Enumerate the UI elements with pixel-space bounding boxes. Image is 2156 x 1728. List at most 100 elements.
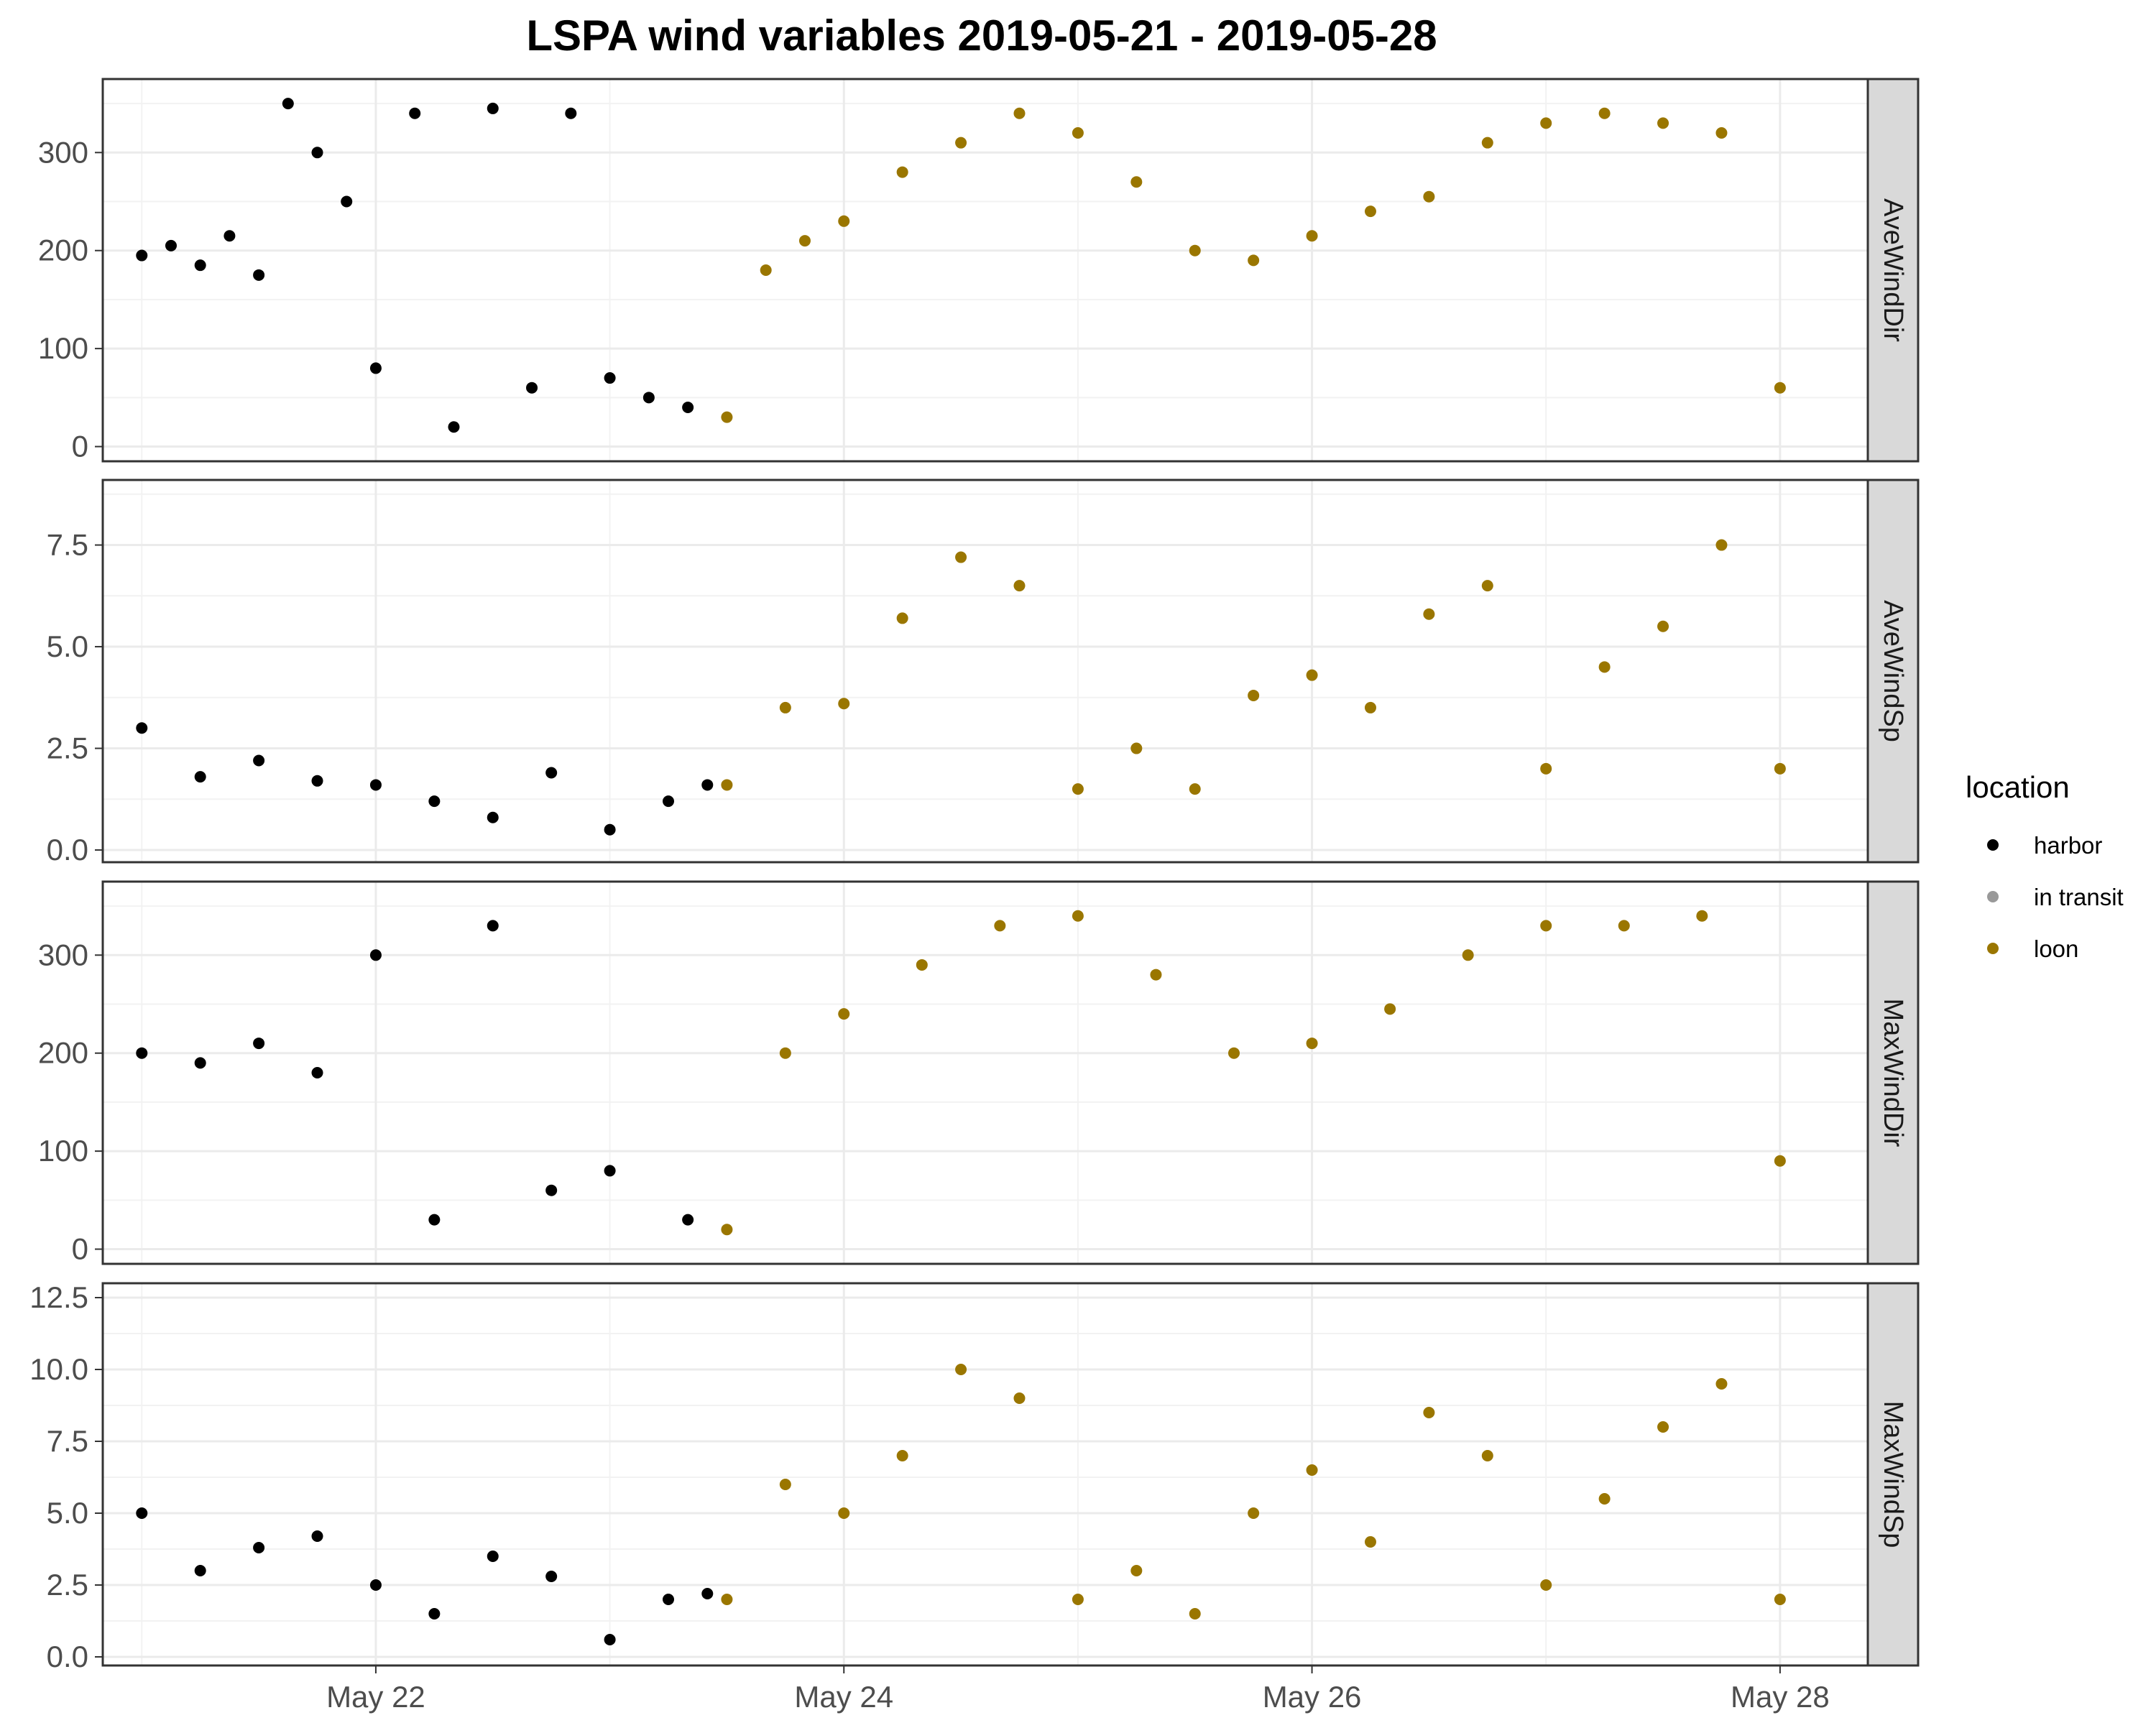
point-harbor <box>282 98 294 110</box>
point-loon <box>1130 742 1143 754</box>
point-loon <box>1248 1507 1260 1519</box>
point-loon <box>721 1224 733 1236</box>
point-loon <box>721 411 733 423</box>
point-loon <box>1540 762 1552 775</box>
point-loon <box>1481 137 1493 149</box>
point-harbor <box>165 239 177 251</box>
point-harbor <box>604 1634 616 1645</box>
point-loon <box>1423 190 1435 203</box>
point-loon <box>1072 783 1084 795</box>
point-harbor <box>604 1165 616 1177</box>
facet-strip-label: MaxWindSp <box>1878 1401 1908 1548</box>
point-loon <box>1598 107 1611 119</box>
point-harbor <box>428 1608 441 1620</box>
point-loon <box>916 958 928 971</box>
point-harbor <box>604 823 616 836</box>
point-harbor <box>369 779 382 791</box>
point-loon <box>1072 127 1084 139</box>
point-harbor <box>136 722 148 734</box>
point-loon <box>1248 689 1260 701</box>
point-loon <box>1013 107 1026 119</box>
y-tick-label: 300 <box>38 135 88 169</box>
point-loon <box>994 920 1006 932</box>
point-loon <box>838 1008 850 1020</box>
panel-background <box>103 79 1868 461</box>
point-loon <box>1715 539 1728 551</box>
legend-title: location <box>1966 770 2070 804</box>
point-loon <box>1130 1565 1143 1576</box>
point-harbor <box>545 1184 558 1196</box>
point-harbor <box>701 779 714 791</box>
panel-background <box>103 1283 1868 1665</box>
point-harbor <box>194 771 206 783</box>
point-loon <box>1423 1407 1435 1418</box>
point-loon <box>838 1507 850 1519</box>
point-harbor <box>545 767 558 779</box>
point-loon <box>1130 176 1143 188</box>
point-loon <box>1189 1608 1201 1620</box>
point-loon <box>721 779 733 791</box>
point-harbor <box>369 1579 382 1591</box>
panel-background <box>103 882 1868 1264</box>
y-tick-label: 100 <box>38 331 88 365</box>
point-harbor <box>194 259 206 272</box>
point-loon <box>1696 910 1708 922</box>
point-harbor <box>701 1588 714 1599</box>
point-loon <box>955 551 967 563</box>
point-loon <box>1540 1579 1552 1591</box>
y-tick-label: 12.5 <box>29 1280 88 1314</box>
point-harbor <box>428 795 441 808</box>
point-loon <box>1228 1047 1240 1059</box>
point-loon <box>955 1364 967 1375</box>
point-harbor <box>311 1067 323 1078</box>
point-harbor <box>311 147 323 159</box>
x-tick-label: May 22 <box>326 1680 425 1714</box>
point-loon <box>896 166 908 178</box>
y-tick-label: 200 <box>38 234 88 267</box>
facet-strip-label: AveWindSp <box>1878 600 1908 742</box>
point-loon <box>1715 1378 1728 1390</box>
point-loon <box>1248 254 1260 267</box>
y-tick-label: 200 <box>38 1036 88 1070</box>
point-loon <box>1774 762 1786 775</box>
facet-strip <box>1866 479 1920 864</box>
point-loon <box>896 1450 908 1461</box>
point-harbor <box>369 362 382 374</box>
panel-AveWindDir: 0 100 200 300 AveWindDir <box>38 78 1920 463</box>
panel-MaxWindSp: 0.0 2.5 5.0 7.5 10.0 12.5 MaxWindSp <box>29 1280 1920 1673</box>
panel-AveWindSp: 0.0 2.5 5.0 7.5 AveWindSp <box>47 479 1920 867</box>
point-loon <box>1072 910 1084 922</box>
x-axis: May 22 May 24 May 26 May 28 <box>326 1665 1830 1714</box>
point-loon <box>779 1047 791 1059</box>
facet-strip-label: AveWindDir <box>1878 198 1908 342</box>
legend: location harbor in transit loon <box>1966 770 2124 962</box>
y-tick-label: 2.5 <box>47 1568 88 1602</box>
point-harbor <box>136 1047 148 1059</box>
point-loon <box>1774 1155 1786 1167</box>
point-loon <box>1598 661 1611 673</box>
point-harbor <box>682 1214 694 1226</box>
point-harbor <box>311 775 323 787</box>
point-harbor <box>642 392 655 404</box>
y-tick-label: 10.0 <box>29 1352 88 1386</box>
y-tick-label: 0.0 <box>47 833 88 867</box>
point-harbor <box>136 1507 148 1519</box>
point-loon <box>1150 969 1162 981</box>
point-harbor <box>194 1057 206 1069</box>
point-loon <box>1715 127 1728 139</box>
point-harbor <box>487 1551 499 1562</box>
y-tick-label: 300 <box>38 938 88 971</box>
facet-strip <box>1866 1282 1920 1667</box>
point-harbor <box>487 811 499 823</box>
point-harbor <box>604 372 616 384</box>
x-tick-label: May 24 <box>794 1680 893 1714</box>
y-tick-label: 0 <box>72 1232 88 1266</box>
point-loon <box>1364 1536 1376 1548</box>
point-harbor <box>136 249 148 262</box>
point-loon <box>955 137 967 149</box>
point-harbor <box>487 102 499 114</box>
point-harbor <box>526 382 538 394</box>
point-loon <box>1598 1493 1611 1505</box>
